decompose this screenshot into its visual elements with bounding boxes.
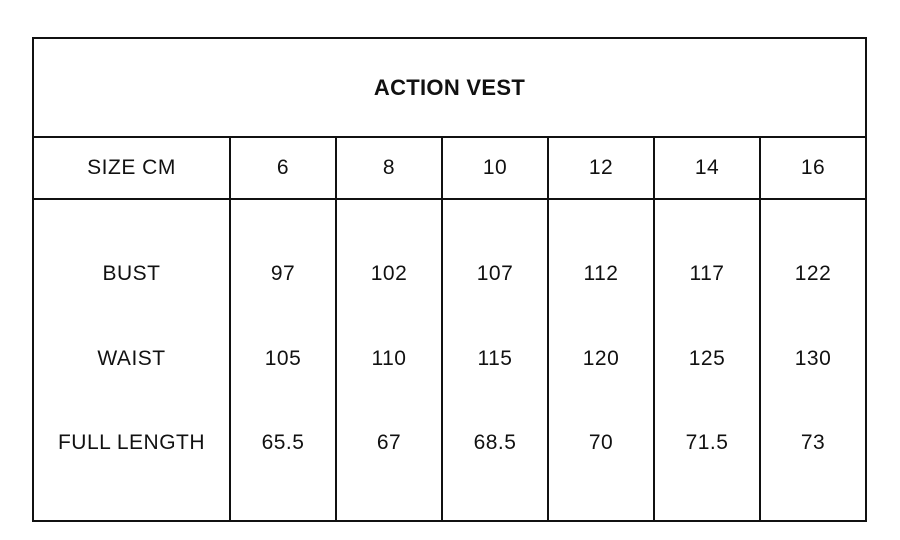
row-label-cell: WAIST [32,316,231,401]
measurement-value: 73 [800,431,826,454]
measurement-value-cell: 67 [335,401,443,522]
header-row: SIZE CM 6 8 10 12 14 16 [32,137,867,200]
measurement-value-cell: 110 [335,316,443,401]
row-label-cell: BUST [32,199,231,316]
measurement-value: 102 [370,262,408,285]
measurement-value: 125 [688,347,726,370]
measurement-value-cell: 122 [759,199,867,316]
measurement-value-cell: 112 [547,199,655,316]
measurement-value-cell: 65.5 [229,401,337,522]
table-row: WAIST 105 110 115 120 125 130 [32,316,867,401]
table-row: BUST 97 102 107 112 117 122 [32,199,867,316]
measurement-value: 110 [371,347,407,370]
measurement-value: 105 [264,347,302,370]
table-row: FULL LENGTH 65.5 67 68.5 70 71.5 73 [32,401,867,522]
header-size-12: 12 [547,137,655,200]
table-title: ACTION VEST [32,37,867,138]
header-size-10: 10 [441,137,549,200]
measurement-value-cell: 115 [441,316,549,401]
measurement-value: 107 [476,262,514,285]
measurement-value-cell: 125 [653,316,761,401]
measurement-value-cell: 105 [229,316,337,401]
measurement-value-cell: 120 [547,316,655,401]
measurement-value-cell: 73 [759,401,867,522]
measurement-value: 115 [477,347,513,370]
measurement-value-cell: 102 [335,199,443,316]
header-size-14: 14 [653,137,761,200]
measurement-value: 68.5 [473,431,517,454]
header-size-6: 6 [229,137,337,200]
measurement-value: 65.5 [261,431,305,454]
size-chart-table: ACTION VEST SIZE CM 6 8 10 12 14 16 BUST 97 102… [32,37,867,522]
measurement-value: 67 [376,431,402,454]
measurement-value: 112 [583,262,619,285]
row-label: BUST [102,262,161,285]
header-label: SIZE CM [32,137,231,200]
measurement-value: 117 [689,262,725,285]
measurement-value-cell: 71.5 [653,401,761,522]
title-row: ACTION VEST [32,37,867,138]
header-size-16: 16 [759,137,867,200]
measurement-value: 97 [270,262,296,285]
measurement-value-cell: 130 [759,316,867,401]
measurement-value: 130 [794,347,832,370]
row-label-cell: FULL LENGTH [32,401,231,522]
measurement-value: 122 [794,262,832,285]
header-size-8: 8 [335,137,443,200]
row-label: FULL LENGTH [57,431,206,454]
measurement-value-cell: 107 [441,199,549,316]
measurement-value-cell: 68.5 [441,401,549,522]
measurement-value: 120 [582,347,620,370]
row-label: WAIST [97,347,166,370]
measurement-value: 71.5 [685,431,729,454]
measurement-value-cell: 97 [229,199,337,316]
measurement-value: 70 [588,431,614,454]
measurement-value-cell: 117 [653,199,761,316]
measurement-value-cell: 70 [547,401,655,522]
